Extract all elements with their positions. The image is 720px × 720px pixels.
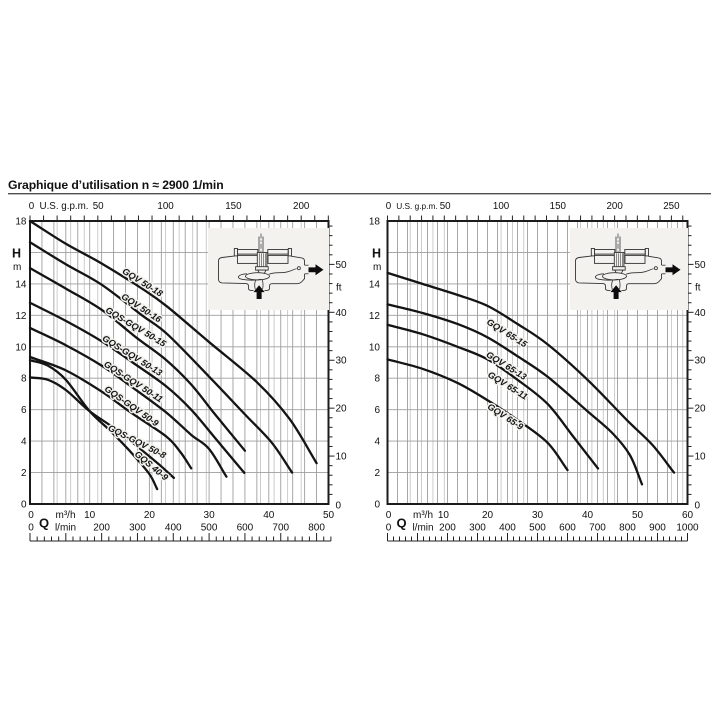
svg-text:20: 20 [144, 510, 156, 521]
svg-text:10: 10 [695, 452, 707, 463]
svg-text:0: 0 [386, 523, 392, 534]
svg-text:l/min: l/min [412, 523, 433, 534]
svg-text:0: 0 [386, 201, 392, 212]
svg-text:U.S. g.p.m.: U.S. g.p.m. [396, 201, 438, 211]
svg-text:40: 40 [582, 510, 594, 521]
svg-text:H: H [372, 246, 381, 260]
svg-text:600: 600 [559, 523, 576, 534]
svg-text:30: 30 [695, 356, 707, 367]
svg-text:150: 150 [550, 201, 567, 212]
svg-text:0: 0 [374, 500, 380, 511]
svg-text:18: 18 [369, 217, 381, 228]
svg-text:50: 50 [323, 510, 335, 521]
svg-text:50: 50 [632, 510, 644, 521]
svg-text:40: 40 [695, 308, 707, 319]
svg-text:300: 300 [469, 523, 486, 534]
svg-text:0: 0 [28, 510, 34, 521]
svg-text:600: 600 [237, 523, 254, 534]
svg-text:800: 800 [308, 523, 325, 534]
svg-text:30: 30 [532, 510, 544, 521]
svg-text:40: 40 [263, 510, 275, 521]
svg-text:30: 30 [204, 510, 216, 521]
svg-text:m: m [13, 262, 21, 273]
svg-text:20: 20 [695, 404, 707, 415]
svg-text:4: 4 [21, 437, 27, 448]
svg-text:14: 14 [15, 279, 27, 290]
svg-text:500: 500 [201, 523, 218, 534]
svg-text:8: 8 [21, 374, 27, 385]
svg-text:0: 0 [695, 501, 701, 512]
svg-text:150: 150 [225, 201, 242, 212]
svg-text:12: 12 [15, 311, 27, 322]
svg-text:10: 10 [15, 342, 27, 353]
svg-text:8: 8 [374, 374, 380, 385]
svg-text:ft: ft [695, 282, 701, 293]
svg-text:12: 12 [369, 311, 381, 322]
svg-text:60: 60 [682, 510, 694, 521]
svg-text:10: 10 [84, 510, 96, 521]
svg-text:10: 10 [336, 452, 348, 463]
svg-text:200: 200 [93, 523, 110, 534]
svg-text:l/min: l/min [55, 523, 76, 534]
svg-text:40: 40 [336, 308, 348, 319]
svg-text:14: 14 [369, 279, 381, 290]
svg-text:100: 100 [157, 201, 174, 212]
svg-text:800: 800 [619, 523, 636, 534]
svg-text:10: 10 [438, 510, 450, 521]
svg-text:0: 0 [386, 510, 392, 521]
svg-text:700: 700 [589, 523, 606, 534]
svg-text:30: 30 [336, 356, 348, 367]
svg-text:50: 50 [93, 201, 104, 212]
svg-text:200: 200 [439, 523, 456, 534]
svg-text:900: 900 [649, 523, 666, 534]
svg-text:20: 20 [336, 404, 348, 415]
svg-text:m: m [373, 262, 381, 273]
svg-text:250: 250 [663, 201, 680, 212]
svg-text:50: 50 [336, 260, 348, 271]
svg-text:200: 200 [293, 201, 310, 212]
svg-text:500: 500 [529, 523, 546, 534]
svg-text:Q: Q [39, 516, 49, 531]
svg-text:2: 2 [374, 468, 380, 479]
svg-text:0: 0 [336, 501, 342, 512]
svg-text:100: 100 [493, 201, 510, 212]
svg-text:50: 50 [695, 260, 707, 271]
svg-text:m³/h: m³/h [56, 510, 76, 521]
svg-text:200: 200 [606, 201, 623, 212]
svg-text:2: 2 [21, 468, 27, 479]
svg-text:m³/h: m³/h [413, 510, 433, 521]
svg-text:6: 6 [374, 405, 380, 416]
svg-text:300: 300 [129, 523, 146, 534]
svg-text:H: H [12, 246, 21, 260]
svg-text:Graphique d’utilisation n ≈ 29: Graphique d’utilisation n ≈ 2900 1/min [8, 178, 224, 192]
svg-text:400: 400 [165, 523, 182, 534]
svg-text:Q: Q [397, 516, 407, 531]
svg-text:0: 0 [28, 523, 34, 534]
svg-text:50: 50 [440, 201, 451, 212]
svg-text:10: 10 [369, 342, 381, 353]
svg-text:20: 20 [482, 510, 494, 521]
svg-text:18: 18 [15, 217, 27, 228]
svg-text:4: 4 [374, 437, 380, 448]
svg-text:700: 700 [272, 523, 289, 534]
svg-text:1000: 1000 [676, 523, 699, 534]
svg-text:0: 0 [29, 201, 35, 212]
svg-text:U.S. g.p.m.: U.S. g.p.m. [40, 201, 89, 212]
svg-text:ft: ft [336, 282, 342, 293]
svg-text:6: 6 [21, 405, 27, 416]
svg-text:400: 400 [499, 523, 516, 534]
svg-text:0: 0 [21, 500, 27, 511]
